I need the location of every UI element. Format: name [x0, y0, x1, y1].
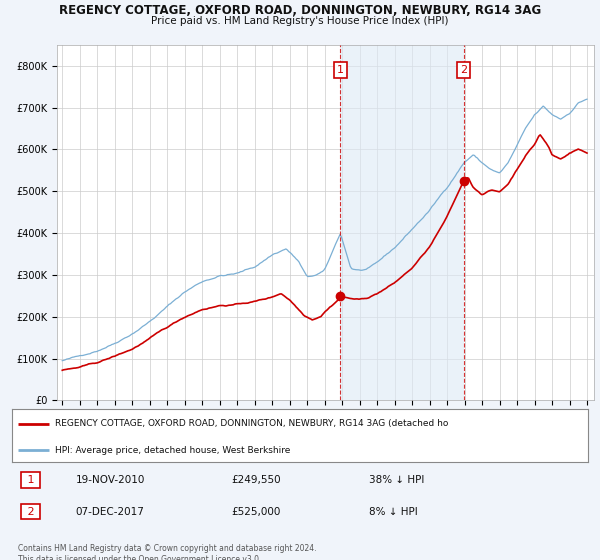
Text: 38% ↓ HPI: 38% ↓ HPI: [369, 475, 424, 485]
Text: 2: 2: [460, 65, 467, 75]
Text: Contains HM Land Registry data © Crown copyright and database right 2024.
This d: Contains HM Land Registry data © Crown c…: [18, 544, 317, 560]
Text: £249,550: £249,550: [231, 475, 281, 485]
Text: Price paid vs. HM Land Registry's House Price Index (HPI): Price paid vs. HM Land Registry's House …: [151, 16, 449, 26]
Text: 07-DEC-2017: 07-DEC-2017: [76, 507, 144, 517]
Text: £525,000: £525,000: [231, 507, 280, 517]
Text: 1: 1: [23, 475, 38, 485]
Text: REGENCY COTTAGE, OXFORD ROAD, DONNINGTON, NEWBURY, RG14 3AG (detached ho: REGENCY COTTAGE, OXFORD ROAD, DONNINGTON…: [55, 419, 449, 428]
Text: 2: 2: [23, 507, 38, 517]
Text: REGENCY COTTAGE, OXFORD ROAD, DONNINGTON, NEWBURY, RG14 3AG: REGENCY COTTAGE, OXFORD ROAD, DONNINGTON…: [59, 4, 541, 17]
Text: 1: 1: [337, 65, 344, 75]
Text: 19-NOV-2010: 19-NOV-2010: [76, 475, 145, 485]
Bar: [340, 45, 464, 400]
Text: HPI: Average price, detached house, West Berkshire: HPI: Average price, detached house, West…: [55, 446, 290, 455]
Text: 8% ↓ HPI: 8% ↓ HPI: [369, 507, 418, 517]
